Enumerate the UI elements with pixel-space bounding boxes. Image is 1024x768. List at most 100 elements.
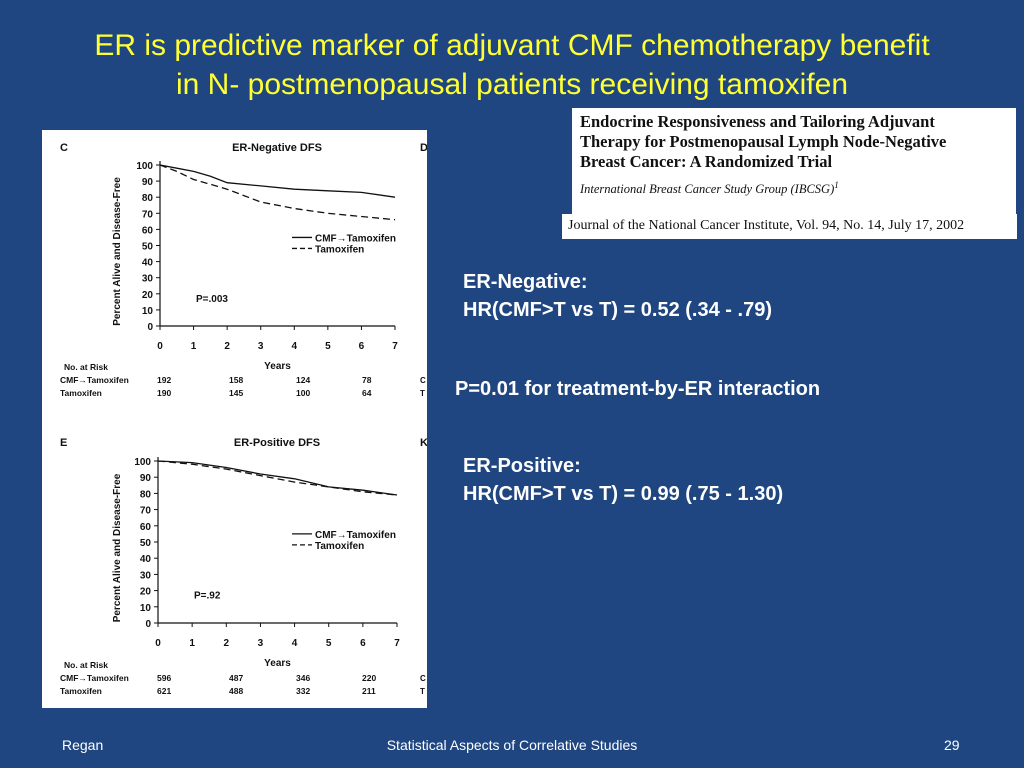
chart2-y-tick-3: 70 bbox=[140, 506, 152, 517]
chart2-series-line-1 bbox=[157, 460, 398, 496]
chart2-x-tick-4: 4 bbox=[292, 638, 298, 649]
chart2-risk-value-0-3: 220 bbox=[362, 673, 376, 683]
chart1-y-tick-3: 70 bbox=[142, 209, 154, 220]
citation-title-1: Endocrine Responsiveness and Tailoring A… bbox=[580, 112, 935, 131]
er-positive-label: ER-Positive: bbox=[463, 455, 581, 477]
chart1-y-tick-9: 10 bbox=[142, 306, 154, 317]
chart1-risk-value-1-1: 145 bbox=[229, 388, 243, 398]
chart2-risk-value-1-2: 332 bbox=[296, 686, 310, 696]
chart2-risk-row-label-0: CMF→Tamoxifen bbox=[60, 673, 129, 683]
chart2-risk-value-0-0: 596 bbox=[157, 673, 171, 683]
er-positive-block: ER-Positive: HR(CMF>T vs T) = 0.99 (.75 … bbox=[463, 452, 783, 508]
chart1-risk-value-0-0: 192 bbox=[157, 375, 171, 385]
chart2-risk-header: No. at Risk bbox=[64, 660, 108, 670]
chart2-x-tick-0: 0 bbox=[155, 638, 161, 649]
chart1-risk-value-1-3: 64 bbox=[362, 388, 372, 398]
chart1-y-tick-7: 30 bbox=[142, 274, 154, 285]
chart1-risk-row-label-0: CMF→Tamoxifen bbox=[60, 375, 129, 385]
chart2-pvalue: P=.92 bbox=[194, 591, 221, 602]
chart2-risk-value-0-2: 346 bbox=[296, 673, 310, 683]
chart1-risk-row-label-1: Tamoxifen bbox=[60, 388, 102, 398]
chart1-x-tick-0: 0 bbox=[157, 341, 163, 352]
slide-title: ER is predictive marker of adjuvant CMF … bbox=[0, 26, 1024, 104]
footer-author: Regan bbox=[62, 737, 104, 753]
footer-page-number: 29 bbox=[944, 737, 960, 753]
chart1-risk-value-1-2: 100 bbox=[296, 388, 310, 398]
chart2-y-tick-2: 80 bbox=[140, 489, 152, 500]
chart2-x-tick-2: 2 bbox=[224, 638, 230, 649]
chart2-y-tick-8: 20 bbox=[140, 587, 152, 598]
chart1-y-tick-1: 90 bbox=[142, 177, 154, 188]
chart2-y-tick-0: 100 bbox=[134, 457, 151, 468]
chart1-risk-value-0-2: 124 bbox=[296, 375, 310, 385]
chart1-x-tick-2: 2 bbox=[224, 341, 230, 352]
title-line-2: in N- postmenopausal patients receiving … bbox=[175, 68, 849, 101]
chart1-legend-label-1: Tamoxifen bbox=[315, 244, 364, 255]
chart2-x-tick-5: 5 bbox=[326, 638, 332, 649]
er-positive-hr: HR(CMF>T vs T) = 0.99 (.75 - 1.30) bbox=[463, 483, 784, 505]
chart1-risk-side-label-1: T bbox=[420, 389, 425, 398]
citation-group-text: International Breast Cancer Study Group … bbox=[580, 182, 835, 197]
citation-title-2: Therapy for Postmenopausal Lymph Node-Ne… bbox=[580, 132, 947, 151]
chart2-x-tick-6: 6 bbox=[360, 638, 366, 649]
chart2-y-label: Percent Alive and Disease-Free bbox=[112, 473, 123, 622]
chart2-x-label: Years bbox=[264, 658, 291, 669]
chart2-x-tick-1: 1 bbox=[189, 638, 195, 649]
chart2-risk-value-1-1: 488 bbox=[229, 686, 243, 696]
citation-group: International Breast Cancer Study Group … bbox=[580, 180, 1008, 197]
interaction-pvalue: P=0.01 for treatment-by-ER interaction bbox=[455, 378, 821, 400]
er-negative-block: ER-Negative: HR(CMF>T vs T) = 0.52 (.34 … bbox=[463, 268, 772, 324]
chart1-x-tick-1: 1 bbox=[191, 341, 197, 352]
citation-box: Endocrine Responsiveness and Tailoring A… bbox=[572, 108, 1016, 214]
chart1-panel-letter: C bbox=[60, 142, 68, 154]
chart1-side-letter: D bbox=[420, 142, 427, 154]
chart2-risk-value-1-0: 621 bbox=[157, 686, 171, 696]
chart1-x-tick-6: 6 bbox=[359, 341, 365, 352]
chart2-panel-letter: E bbox=[60, 437, 67, 449]
chart1-y-tick-4: 60 bbox=[142, 225, 154, 236]
chart2-title: ER-Positive DFS bbox=[234, 437, 320, 449]
chart2-y-tick-1: 90 bbox=[140, 473, 152, 484]
chart2-risk-row-label-1: Tamoxifen bbox=[60, 686, 102, 696]
chart1-x-label: Years bbox=[264, 361, 291, 372]
chart2-x-tick-3: 3 bbox=[258, 638, 264, 649]
chart2-risk-side-label-1: T bbox=[420, 687, 425, 696]
chart1-risk-side-label-0: C bbox=[420, 376, 426, 385]
chart1-x-tick-3: 3 bbox=[258, 341, 264, 352]
chart2-side-letter: K bbox=[420, 437, 427, 449]
chart2-risk-side-label-0: C bbox=[420, 674, 426, 683]
chart1-y-tick-5: 50 bbox=[142, 242, 154, 253]
chart1-y-tick-8: 20 bbox=[142, 290, 154, 301]
chart1-risk-value-1-0: 190 bbox=[157, 388, 171, 398]
chart1-pvalue: P=.003 bbox=[196, 294, 228, 305]
km-figure-panel: C D ER-Negative DFS 100 90 80 70 60 50 40 30 20 10 0 0… bbox=[42, 130, 427, 708]
chart2-y-tick-7: 30 bbox=[140, 570, 152, 581]
er-negative-hr: HR(CMF>T vs T) = 0.52 (.34 - .79) bbox=[463, 299, 772, 321]
chart1-x-tick-5: 5 bbox=[325, 341, 331, 352]
chart2-y-tick-5: 50 bbox=[140, 538, 152, 549]
chart1-risk-header: No. at Risk bbox=[64, 362, 108, 372]
chart2-y-tick-6: 40 bbox=[140, 554, 152, 565]
citation-title-3: Breast Cancer: A Randomized Trial bbox=[580, 152, 833, 171]
chart2-x-tick-7: 7 bbox=[394, 638, 400, 649]
chart1-series-line-1 bbox=[159, 164, 396, 221]
citation-journal: Journal of the National Cancer Institute… bbox=[562, 214, 1017, 239]
chart2-legend-label-0: CMF→Tamoxifen bbox=[315, 530, 396, 541]
chart1-x-tick-7: 7 bbox=[392, 341, 398, 352]
er-negative-label: ER-Negative: bbox=[463, 271, 588, 293]
chart1-y-label: Percent Alive and Disease-Free bbox=[112, 177, 123, 326]
chart1-title: ER-Negative DFS bbox=[232, 142, 322, 154]
chart1-risk-value-0-1: 158 bbox=[229, 375, 243, 385]
chart2-y-tick-4: 60 bbox=[140, 522, 152, 533]
chart1-y-tick-2: 80 bbox=[142, 193, 154, 204]
chart2-y-tick-9: 10 bbox=[140, 603, 152, 614]
chart2-risk-value-1-3: 211 bbox=[362, 686, 376, 696]
title-line-1: ER is predictive marker of adjuvant CMF … bbox=[94, 29, 930, 62]
chart1-series-line-0 bbox=[159, 164, 396, 198]
chart2-y-tick-10: 0 bbox=[145, 619, 151, 630]
chart2-legend-label-1: Tamoxifen bbox=[315, 541, 364, 552]
chart2-series-line-0 bbox=[157, 460, 398, 496]
chart1-y-tick-0: 100 bbox=[136, 161, 153, 172]
chart1-y-tick-6: 40 bbox=[142, 258, 154, 269]
chart1-x-tick-4: 4 bbox=[292, 341, 298, 352]
